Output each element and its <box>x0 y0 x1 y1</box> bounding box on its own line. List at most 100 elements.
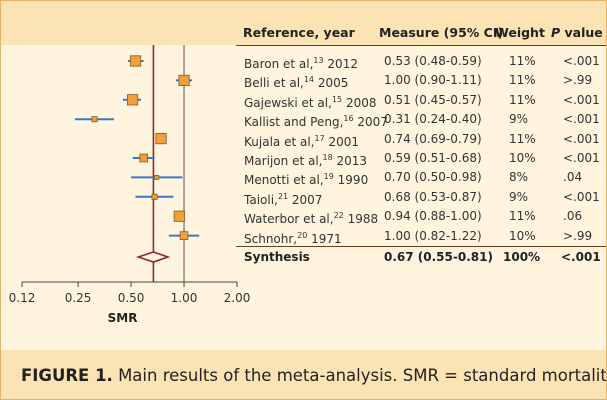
x-tick-label: 0.25 <box>65 291 92 305</box>
x-axis-label: SMR <box>108 311 138 325</box>
column-header-reference: Reference, year <box>243 25 355 40</box>
study-pvalue: .06 <box>563 209 583 224</box>
study-marker <box>126 94 139 106</box>
study-reference: Marijon et al,18 2013 <box>244 151 367 168</box>
study-year: 1990 <box>333 173 369 188</box>
column-header-measure: Measure (95% CI) <box>379 25 504 40</box>
study-reference: Gajewski et al,15 2008 <box>244 93 376 110</box>
study-citation: 19 <box>323 172 334 182</box>
caption-band <box>1 350 606 399</box>
study-author: Baron et al, <box>244 57 314 71</box>
synthesis-label: Synthesis <box>244 250 310 264</box>
study-marker <box>179 231 189 240</box>
study-year: 2005 <box>314 76 349 91</box>
study-measure: 0.94 (0.88-1.00) <box>384 209 482 224</box>
study-measure: 0.51 (0.45-0.57) <box>384 92 482 107</box>
study-weight: 9% <box>509 189 529 204</box>
x-tick-label: 1.00 <box>171 291 198 305</box>
study-weight: 11% <box>509 54 536 68</box>
study-marker <box>129 55 142 67</box>
study-year: 1971 <box>307 231 342 246</box>
caption-text: Main results of the meta-analysis. SMR =… <box>118 366 607 385</box>
column-header-pvalue: P value <box>551 25 603 40</box>
x-tick-label: 2.00 <box>224 291 251 305</box>
study-weight: 10% <box>509 228 536 243</box>
study-author: Belli et al, <box>244 76 304 91</box>
study-weight: 11% <box>509 209 536 224</box>
study-year: 2001 <box>324 134 360 149</box>
study-measure: 1.00 (0.82-1.22) <box>384 228 482 243</box>
synthesis-rule <box>236 246 606 247</box>
study-measure: 0.53 (0.48-0.59) <box>384 54 482 68</box>
header-rule <box>236 45 606 46</box>
study-author: Menotti et al, <box>244 173 324 188</box>
study-pvalue: >.99 <box>563 228 593 243</box>
study-year: 2008 <box>342 95 377 110</box>
study-author: Kallist and Peng, <box>244 115 344 130</box>
study-author: Taioli, <box>244 192 278 207</box>
study-citation: 15 <box>331 94 343 104</box>
study-author: Kujala et al, <box>244 134 315 149</box>
study-citation: 17 <box>314 133 325 143</box>
study-marker <box>155 132 167 145</box>
study-pvalue: <.001 <box>563 131 600 146</box>
study-measure: 1.00 (0.90-1.11) <box>384 73 482 88</box>
study-pvalue: <.001 <box>563 189 600 204</box>
study-reference: Schnohr,20 1971 <box>244 229 342 246</box>
study-citation: 22 <box>333 211 344 221</box>
study-year: 2013 <box>332 154 368 168</box>
study-citation: 18 <box>322 153 333 162</box>
column-header-weight: Weight <box>495 25 545 40</box>
study-measure: 0.31 (0.24-0.40) <box>384 112 482 127</box>
synthesis-pvalue: <.001 <box>561 250 601 264</box>
study-marker <box>139 153 149 163</box>
study-marker <box>91 116 98 123</box>
study-citation: 16 <box>343 114 354 124</box>
synthesis-diamond <box>135 251 171 263</box>
pvalue-rest: value <box>560 25 603 40</box>
study-year: 2007 <box>288 192 323 207</box>
synthesis-measure: 0.67 (0.55-0.81) <box>384 250 493 264</box>
forest-plot: 0.12 0.25 0.50 1.00 2.00 SMR <box>9 45 251 325</box>
study-measure: 0.68 (0.53-0.87) <box>384 189 482 204</box>
study-weight: 9% <box>509 112 529 127</box>
study-reference: Menotti et al,19 1990 <box>244 170 368 187</box>
study-pvalue: .04 <box>563 170 583 185</box>
study-marker <box>151 193 158 200</box>
study-reference: Kujala et al,17 2001 <box>244 132 359 149</box>
study-author: Gajewski et al, <box>244 95 332 110</box>
study-measure: 0.74 (0.69-0.79) <box>384 131 482 146</box>
study-marker <box>173 210 185 222</box>
study-author: Schnohr, <box>244 231 298 246</box>
study-reference: Kallist and Peng,16 2007 <box>244 112 388 129</box>
study-weight: 10% <box>509 151 536 165</box>
study-citation: 21 <box>277 191 289 201</box>
study-measure: 0.59 (0.51-0.68) <box>384 151 482 165</box>
study-measure: 0.70 (0.50-0.98) <box>384 170 482 185</box>
header-band <box>1 1 606 45</box>
study-reference: Baron et al,13 2012 <box>244 54 358 71</box>
study-pvalue: <.001 <box>563 112 600 127</box>
x-tick-label: 0.12 <box>9 291 36 305</box>
caption-label: FIGURE 1. <box>21 366 113 385</box>
study-reference: Taioli,21 2007 <box>244 190 322 207</box>
synthesis-weight: 100% <box>503 250 541 264</box>
study-marker <box>178 74 190 86</box>
study-weight: 11% <box>509 131 536 146</box>
study-reference: Waterbor et al,22 1988 <box>244 209 378 226</box>
study-pvalue: <.001 <box>563 54 600 68</box>
study-citation: 20 <box>297 230 308 240</box>
pvalue-italic: P <box>551 25 561 40</box>
study-year: 2012 <box>323 57 358 71</box>
study-year: 1988 <box>343 212 379 227</box>
study-year: 2007 <box>353 115 388 130</box>
study-pvalue: <.001 <box>563 151 600 165</box>
study-pvalue: <.001 <box>563 92 600 107</box>
x-tick-label: 0.50 <box>118 291 145 305</box>
study-reference: Belli et al,14 2005 <box>244 73 348 90</box>
study-author: Marijon et al, <box>244 154 323 168</box>
figure-caption: FIGURE 1. Main results of the meta-analy… <box>21 366 607 385</box>
study-citation: 13 <box>313 56 324 65</box>
study-marker <box>154 174 160 180</box>
